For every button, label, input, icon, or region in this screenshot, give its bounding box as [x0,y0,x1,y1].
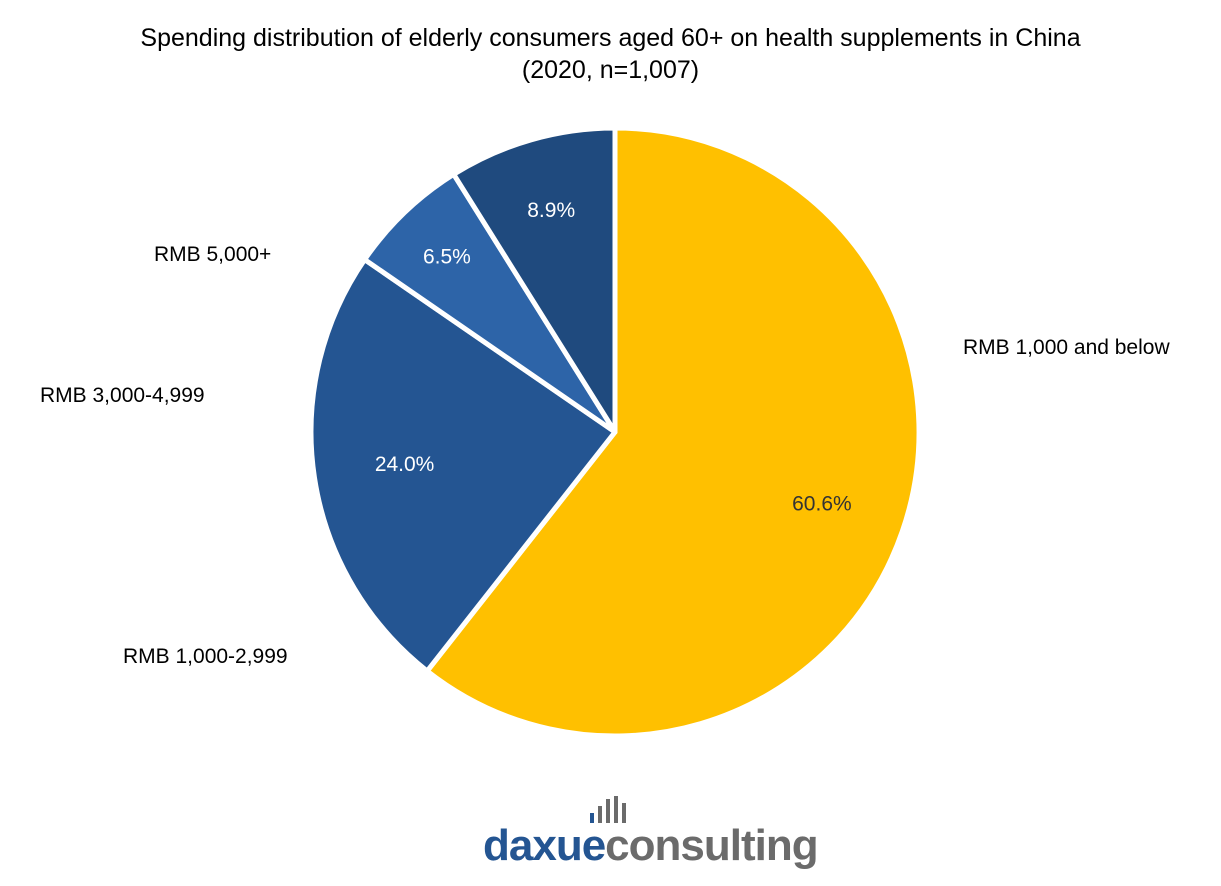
slice-category-label: RMB 3,000-4,999 [40,384,205,407]
slice-value-label: 6.5% [423,245,471,268]
pie-slice [451,125,618,435]
slice-category-label: RMB 1,000-2,999 [123,645,288,668]
slice-category-label: RMB 1,000 and below [963,336,1170,359]
logo-text-daxue: daxue [483,821,605,870]
slice-value-label: 24.0% [375,453,435,476]
slice-value-label: 8.9% [527,199,575,222]
chart-subtitle: (2020, n=1,007) [521,56,700,84]
slice-category-label: RMB 5,000+ [154,243,271,266]
chart-title-line1: Spending distribution of elderly consume… [140,24,1081,52]
chart-title: Spending distribution of elderly consume… [0,22,1221,86]
svg-text:daxueconsulting: daxueconsulting [483,821,818,870]
pie-slice [424,125,922,739]
daxue-consulting-logo: daxueconsulting [483,796,819,870]
logo-text-consulting: consulting [605,821,817,870]
pie-slices [308,125,922,739]
logo-bars-icon [590,796,626,823]
pie-labels: 60.6% RMB 1,000 and below 24.0% RMB 1,000-2… [40,199,1170,668]
pie-slice [308,257,618,674]
slice-value-label: 60.6% [792,493,852,516]
